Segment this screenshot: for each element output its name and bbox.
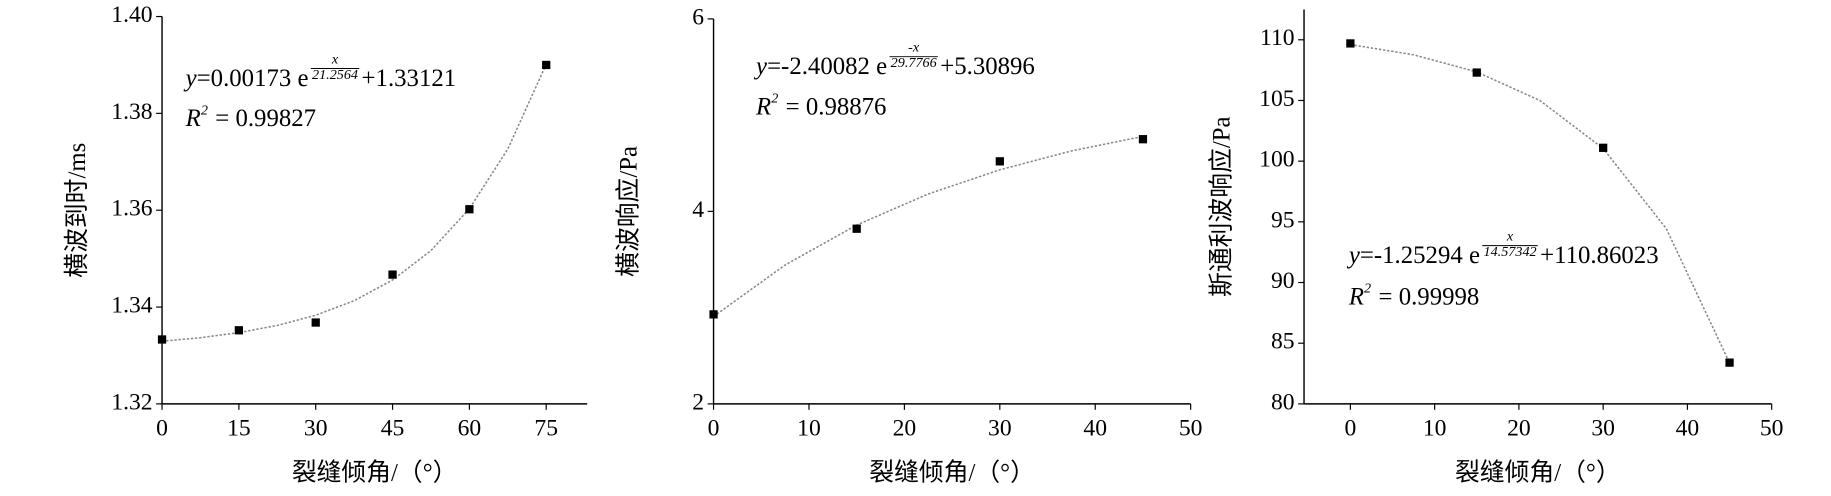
y-tick-label: 1.36 [111,196,153,222]
data-point [465,205,474,214]
equation-variable: y [183,65,198,92]
r2-symbol: R [1348,283,1364,310]
x-tick-label: 30 [1591,415,1615,441]
data-point [388,270,397,279]
x-tick-label: 45 [381,415,405,441]
x-tick-label: 30 [304,415,328,441]
y-tick-label: 1.40 [111,2,152,28]
x-tick-label: 50 [1760,415,1784,441]
x-tick-label: 15 [227,415,251,441]
x-tick-label: 20 [1507,415,1531,441]
fit-curve [713,135,1144,318]
y-tick-label: 105 [1259,86,1294,112]
y-tick-label: 6 [692,4,704,30]
data-point [234,326,244,335]
r2-value: = 0.98876 [779,93,886,120]
x-tick-label: 30 [988,415,1012,441]
x-axis-label: 裂缝倾角/（°） [1455,458,1621,486]
equation-coefficient: =-1.25294 e [1360,242,1480,269]
fit-curve [161,63,547,342]
y-tick-label: 110 [1260,25,1295,51]
equation-exponent-numerator: x [1506,229,1514,245]
x-tick-label: 0 [1344,415,1356,441]
data-point [1472,68,1481,77]
equation-exponent-denominator: 14.57342 [1484,244,1537,260]
y-tick-label: 100 [1259,147,1294,173]
equation-exponent-denominator: 21.2564 [312,67,358,83]
r2-value: = 0.99998 [1372,283,1479,310]
equation-coefficient: =0.00173 e [197,65,309,92]
y-axis-label: 横波响应/Pa [615,146,643,277]
y-axis-label: 斯通利波响应/Pa [1207,116,1235,296]
r2-power: 2 [771,90,778,106]
r2-symbol: R [185,105,201,132]
fit-curve [1350,43,1731,364]
equation-constant: +5.30896 [940,53,1035,80]
y-tick-label: 95 [1271,207,1295,233]
x-tick-label: 0 [156,415,168,441]
data-point [1725,358,1734,367]
data-point [311,318,320,327]
data-point [709,310,718,319]
equation-exponent-denominator: 29.7766 [891,55,938,71]
y-tick-label: 2 [692,389,704,415]
r2-power: 2 [201,102,208,118]
y-tick-label: 80 [1271,389,1295,415]
x-tick-label: 0 [708,415,720,441]
x-tick-label: 10 [797,415,821,441]
x-axis-label: 裂缝倾角/（°） [869,458,1035,486]
x-tick-label: 40 [1083,415,1107,441]
data-point [1138,135,1148,144]
y-tick-label: 90 [1271,268,1295,294]
x-tick-label: 50 [1179,415,1203,441]
equation-constant: +110.86023 [1540,242,1658,269]
y-tick-label: 1.34 [111,292,153,318]
data-point [995,157,1004,166]
r2-symbol: R [755,93,771,120]
data-point [1599,143,1608,152]
x-axis-label: 裂缝倾角/（°） [292,458,458,486]
y-tick-label: 1.32 [111,389,152,415]
x-tick-label: 40 [1676,415,1700,441]
equation-coefficient: =-2.40082 e [767,53,887,80]
equation-constant: +1.33121 [362,65,457,92]
x-tick-label: 10 [1423,415,1447,441]
equation-variable: y [1346,242,1361,269]
data-point [157,335,167,344]
r2-power: 2 [1364,281,1371,297]
r2-value: = 0.99827 [209,105,316,132]
x-tick-label: 20 [893,415,917,441]
equation-exponent-numerator: x [331,51,339,67]
equation-variable: y [753,53,768,80]
data-point [1346,39,1355,48]
data-point [852,224,861,233]
y-tick-label: 4 [692,197,704,223]
y-tick-label: 85 [1271,329,1295,355]
equation-exponent-numerator: -x [908,40,920,56]
y-tick-label: 1.38 [111,99,152,125]
y-axis-label: 横波到时/ms [63,143,91,278]
data-point [542,60,551,70]
x-tick-label: 60 [458,415,482,441]
x-tick-label: 75 [534,415,558,441]
